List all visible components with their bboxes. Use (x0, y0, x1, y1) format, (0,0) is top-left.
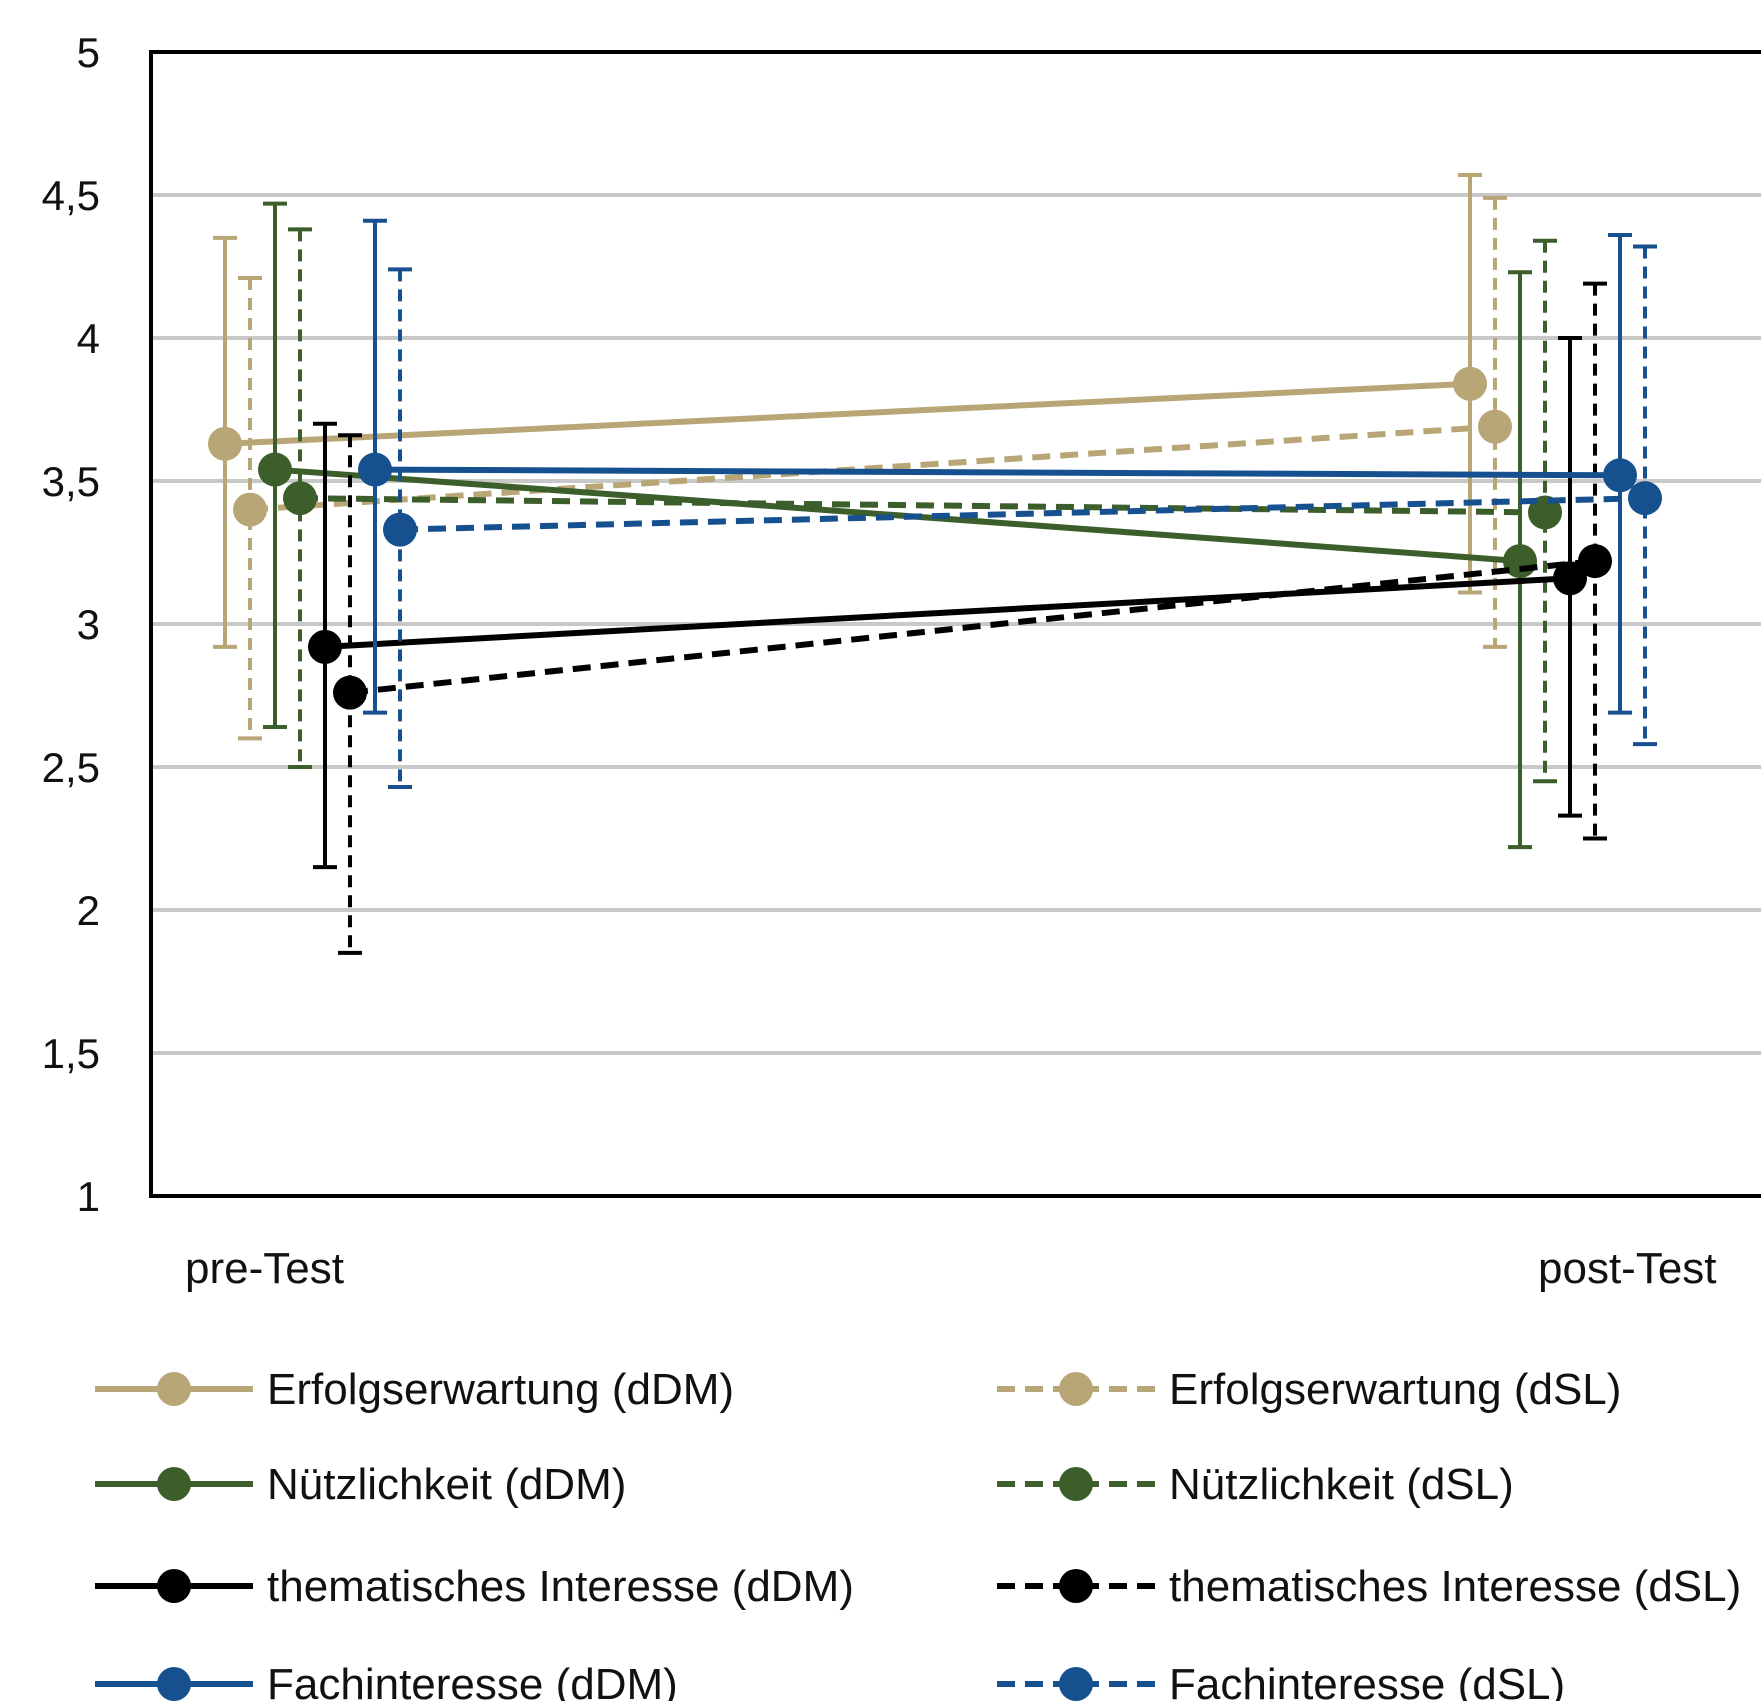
y-tick-label: 4,5 (42, 172, 100, 219)
legend-label: Erfolgserwartung (dSL) (1169, 1365, 1621, 1414)
series-3 (283, 227, 1562, 784)
series-1 (233, 195, 1512, 741)
data-point (283, 481, 317, 516)
x-category-label: pre-Test (185, 1244, 344, 1293)
series-line (224, 380, 1471, 447)
series-6 (358, 218, 1637, 715)
legend-marker (157, 1569, 191, 1603)
data-point (1603, 458, 1637, 493)
data-point (233, 492, 267, 527)
series-line (299, 495, 1546, 516)
data-point (1628, 481, 1662, 516)
series-line (349, 558, 1596, 696)
data-point (358, 452, 392, 487)
y-axis-tick-labels: 1 1,5 2 2,5 3 3,5 4 4,5 5 (42, 29, 100, 1220)
y-tick-label: 3,5 (42, 458, 100, 505)
series-line (324, 575, 1571, 650)
series-2 (258, 201, 1537, 850)
data-point (1578, 544, 1612, 579)
data-point (1553, 561, 1587, 596)
legend-label: Fachinteresse (dDM) (267, 1660, 678, 1701)
series-0 (208, 172, 1487, 649)
data-point (308, 629, 342, 664)
legend-item: Nützlichkeit (dSL) (997, 1460, 1514, 1509)
legend-item: Erfolgserwartung (dDM) (95, 1365, 734, 1414)
legend-label: Fachinteresse (dSL) (1169, 1660, 1565, 1701)
y-tick-label: 5 (77, 29, 100, 76)
legend-item: thematisches Interesse (dDM) (95, 1562, 854, 1611)
data-point (208, 426, 242, 461)
error-bar (1583, 281, 1607, 841)
x-axis-category-labels: pre-Test post-Test (185, 1244, 1717, 1293)
data-point (1478, 409, 1512, 444)
legend-item: Nützlichkeit (dDM) (95, 1460, 626, 1509)
data-series (208, 172, 1662, 955)
series-5 (333, 281, 1612, 955)
data-point (258, 452, 292, 487)
legend-marker (157, 1467, 191, 1501)
legend-marker (157, 1667, 191, 1701)
legend-label: Nützlichkeit (dDM) (267, 1460, 626, 1509)
legend-label: Erfolgserwartung (dDM) (267, 1365, 734, 1414)
y-tick-label: 1 (77, 1173, 100, 1220)
plot-area-border (149, 50, 1761, 1198)
error-bar (388, 267, 412, 790)
legend-item: Fachinteresse (dDM) (95, 1660, 678, 1701)
series-4 (308, 336, 1587, 870)
series-line (249, 423, 1496, 513)
legend-marker (1059, 1667, 1093, 1701)
y-tick-label: 1,5 (42, 1030, 100, 1077)
series-line (274, 466, 1521, 565)
legend-label: Nützlichkeit (dSL) (1169, 1460, 1514, 1509)
legend-item: thematisches Interesse (dSL) (997, 1562, 1741, 1611)
series-line (399, 495, 1646, 533)
series-7 (383, 244, 1662, 790)
y-tick-label: 3 (77, 601, 100, 648)
series-line (374, 466, 1621, 479)
y-tick-label: 4 (77, 315, 100, 362)
data-point (1528, 495, 1562, 530)
y-tick-label: 2 (77, 887, 100, 934)
legend-item: Erfolgserwartung (dSL) (997, 1365, 1621, 1414)
legend-marker (1059, 1569, 1093, 1603)
legend: Erfolgserwartung (dDM) Erfolgserwartung (… (95, 1365, 1741, 1701)
legend-marker (1059, 1372, 1093, 1406)
data-point (1453, 366, 1487, 401)
legend-label: thematisches Interesse (dSL) (1169, 1562, 1741, 1611)
y-tick-label: 2,5 (42, 744, 100, 791)
x-category-label: post-Test (1538, 1244, 1717, 1293)
legend-marker (157, 1372, 191, 1406)
data-point (383, 512, 417, 547)
data-point (333, 675, 367, 710)
legend-marker (1059, 1467, 1093, 1501)
legend-item: Fachinteresse (dSL) (997, 1660, 1565, 1701)
legend-label: thematisches Interesse (dDM) (267, 1562, 854, 1611)
error-bar (338, 433, 362, 955)
